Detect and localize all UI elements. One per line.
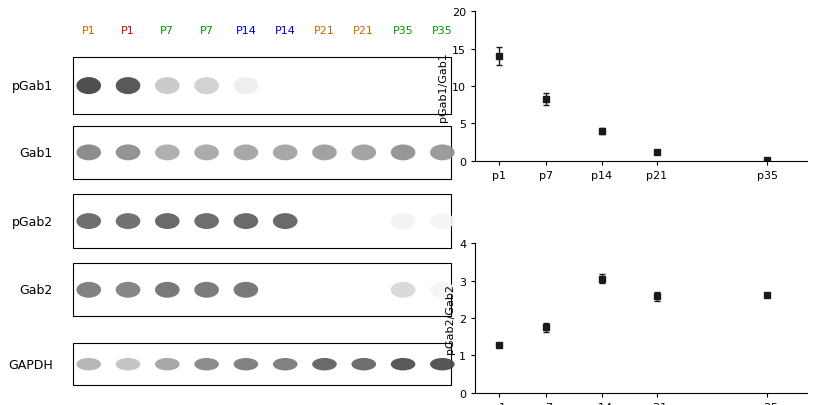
Text: pGab2: pGab2 <box>11 215 53 228</box>
Ellipse shape <box>77 145 101 161</box>
Ellipse shape <box>194 213 219 230</box>
Text: pGab1: pGab1 <box>11 80 53 93</box>
Text: Gab1: Gab1 <box>20 147 53 160</box>
Ellipse shape <box>77 78 101 95</box>
Text: P35: P35 <box>393 26 413 36</box>
Ellipse shape <box>77 282 101 298</box>
Y-axis label: pGab2/Gab2: pGab2/Gab2 <box>445 283 455 353</box>
Ellipse shape <box>430 358 455 371</box>
Ellipse shape <box>116 358 140 371</box>
Ellipse shape <box>77 213 101 230</box>
Ellipse shape <box>155 145 179 161</box>
Ellipse shape <box>430 213 455 230</box>
Ellipse shape <box>312 145 337 161</box>
Ellipse shape <box>430 145 455 161</box>
Ellipse shape <box>155 213 179 230</box>
FancyBboxPatch shape <box>73 126 452 180</box>
Y-axis label: pGab1/Gab1: pGab1/Gab1 <box>438 52 448 122</box>
Text: P21: P21 <box>354 26 374 36</box>
Ellipse shape <box>116 145 140 161</box>
Ellipse shape <box>116 282 140 298</box>
Ellipse shape <box>234 282 258 298</box>
Ellipse shape <box>390 282 416 298</box>
Ellipse shape <box>234 78 258 95</box>
Ellipse shape <box>234 145 258 161</box>
Ellipse shape <box>77 358 101 371</box>
Ellipse shape <box>351 145 376 161</box>
FancyBboxPatch shape <box>73 263 452 317</box>
Ellipse shape <box>155 282 179 298</box>
Ellipse shape <box>351 358 376 371</box>
Text: P21: P21 <box>314 26 335 36</box>
Ellipse shape <box>194 78 219 95</box>
Text: P7: P7 <box>161 26 174 36</box>
Ellipse shape <box>194 145 219 161</box>
Text: P1: P1 <box>82 26 95 36</box>
Ellipse shape <box>155 358 179 371</box>
Ellipse shape <box>116 78 140 95</box>
Ellipse shape <box>234 213 258 230</box>
FancyBboxPatch shape <box>73 58 452 115</box>
Ellipse shape <box>155 78 179 95</box>
Ellipse shape <box>194 282 219 298</box>
Ellipse shape <box>116 213 140 230</box>
Ellipse shape <box>234 358 258 371</box>
Ellipse shape <box>312 358 337 371</box>
Text: P14: P14 <box>236 26 257 36</box>
Text: P7: P7 <box>200 26 214 36</box>
FancyBboxPatch shape <box>73 343 452 385</box>
Text: P1: P1 <box>121 26 135 36</box>
Text: Gab2: Gab2 <box>20 284 53 296</box>
Ellipse shape <box>273 145 297 161</box>
Text: GAPDH: GAPDH <box>8 358 53 371</box>
Ellipse shape <box>390 145 416 161</box>
Ellipse shape <box>390 213 416 230</box>
Ellipse shape <box>273 213 297 230</box>
Ellipse shape <box>430 282 455 298</box>
FancyBboxPatch shape <box>73 195 452 248</box>
Ellipse shape <box>194 358 219 371</box>
Text: P35: P35 <box>432 26 453 36</box>
Text: P14: P14 <box>275 26 296 36</box>
Ellipse shape <box>273 358 297 371</box>
Ellipse shape <box>390 358 416 371</box>
